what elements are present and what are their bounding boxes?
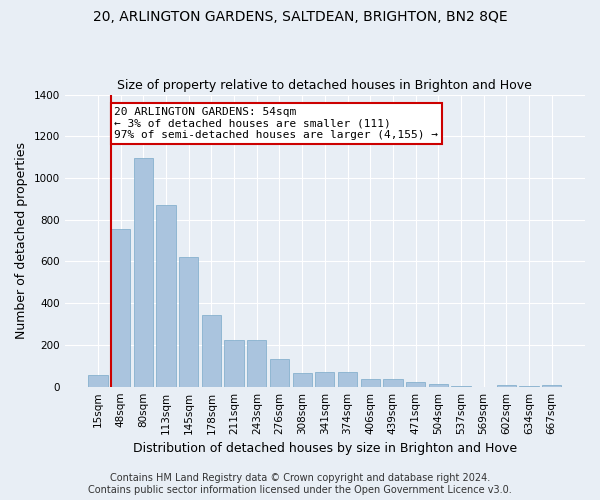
Text: 20, ARLINGTON GARDENS, SALTDEAN, BRIGHTON, BN2 8QE: 20, ARLINGTON GARDENS, SALTDEAN, BRIGHTO…: [92, 10, 508, 24]
Bar: [542, 384, 562, 386]
Bar: [293, 373, 312, 386]
X-axis label: Distribution of detached houses by size in Brighton and Hove: Distribution of detached houses by size …: [133, 442, 517, 455]
Bar: [406, 382, 425, 386]
Bar: [361, 380, 380, 386]
Text: Contains HM Land Registry data © Crown copyright and database right 2024.
Contai: Contains HM Land Registry data © Crown c…: [88, 474, 512, 495]
Bar: [247, 340, 266, 386]
Bar: [202, 314, 221, 386]
Bar: [270, 358, 289, 386]
Bar: [383, 380, 403, 386]
Bar: [179, 258, 199, 386]
Bar: [428, 384, 448, 386]
Text: 20 ARLINGTON GARDENS: 54sqm
← 3% of detached houses are smaller (111)
97% of sem: 20 ARLINGTON GARDENS: 54sqm ← 3% of deta…: [115, 107, 439, 140]
Bar: [134, 158, 153, 386]
Title: Size of property relative to detached houses in Brighton and Hove: Size of property relative to detached ho…: [118, 79, 532, 92]
Bar: [157, 205, 176, 386]
Bar: [224, 340, 244, 386]
Y-axis label: Number of detached properties: Number of detached properties: [15, 142, 28, 339]
Bar: [338, 372, 357, 386]
Bar: [315, 372, 334, 386]
Bar: [497, 384, 516, 386]
Bar: [111, 229, 130, 386]
Bar: [88, 375, 107, 386]
